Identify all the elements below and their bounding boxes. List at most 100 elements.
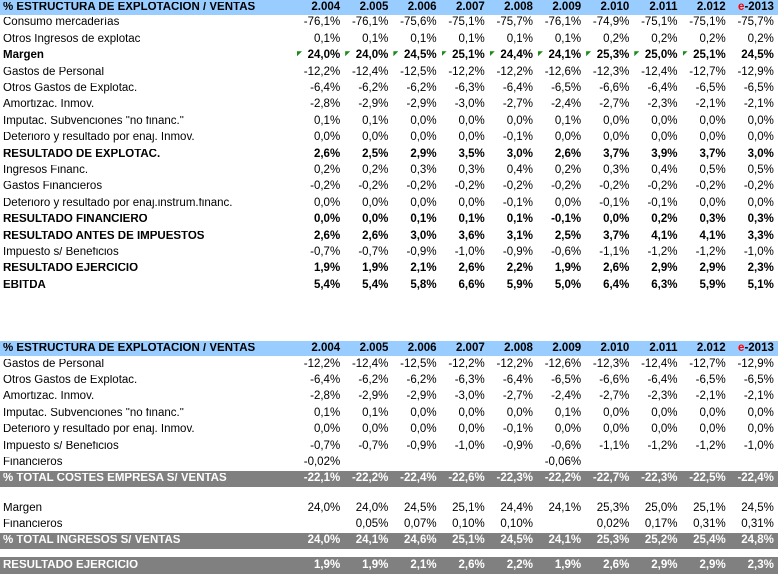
value-cell[interactable]: 3,0% <box>730 148 778 161</box>
value-cell[interactable]: -0,9% <box>489 440 537 453</box>
value-cell[interactable]: -75,7% <box>730 17 778 29</box>
value-cell[interactable]: -12,9% <box>730 358 778 371</box>
value-cell[interactable]: -0,2% <box>489 181 537 193</box>
value-cell[interactable]: -6,5% <box>537 82 585 95</box>
value-cell[interactable]: -2,7% <box>585 99 633 111</box>
value-cell[interactable]: -0,7% <box>296 246 344 259</box>
value-cell[interactable]: 0,0% <box>730 115 778 128</box>
row-label-cell[interactable]: Margen <box>3 502 42 514</box>
value-cell[interactable]: 0,5% <box>730 164 778 177</box>
value-cell[interactable]: -12,6% <box>537 358 585 371</box>
column-header-cell[interactable]: 2.006 <box>407 0 437 13</box>
value-cell[interactable]: 0,10% <box>441 518 489 531</box>
value-cell[interactable]: 2,6% <box>441 559 489 572</box>
value-cell[interactable]: 5,4% <box>344 279 392 292</box>
row-label-cell[interactable]: RESULTADO EJERCICIO <box>3 559 139 571</box>
value-cell[interactable]: 2,6% <box>344 230 392 243</box>
value-cell[interactable]: 3,6% <box>441 230 489 243</box>
value-cell[interactable]: -1,2% <box>633 440 681 453</box>
value-cell[interactable]: 2,3% <box>730 559 778 572</box>
value-cell[interactable]: -2,9% <box>392 99 440 111</box>
value-cell[interactable]: 0,0% <box>730 131 778 144</box>
column-header-cell[interactable]: 2.008 <box>504 341 533 354</box>
value-cell[interactable]: -0,1% <box>489 131 537 144</box>
value-cell[interactable]: 0,0% <box>537 131 585 144</box>
value-cell[interactable]: 0,0% <box>392 115 440 128</box>
row-label-cell[interactable]: Deterioro y resultado por enaj. Inmov. <box>3 424 195 436</box>
value-cell[interactable]: -12,6% <box>537 66 585 79</box>
value-cell[interactable]: 0,2% <box>344 164 392 177</box>
value-cell[interactable]: 3,3% <box>730 230 778 243</box>
value-cell[interactable]: -1,2% <box>633 246 681 259</box>
value-cell[interactable]: 0,0% <box>682 115 730 128</box>
value-cell[interactable]: 2,6% <box>585 263 633 275</box>
value-cell[interactable]: 6,3% <box>633 279 681 292</box>
table2-title[interactable]: % ESTRUCTURA DE EXPLOTACIÓN / VENTAS <box>3 342 256 354</box>
row-label-cell[interactable]: Gastos de Personal <box>3 358 105 370</box>
value-cell[interactable]: -6,6% <box>585 82 633 95</box>
column-header-cell[interactable]: 2.007 <box>455 0 485 13</box>
value-cell[interactable]: 2,5% <box>344 148 392 161</box>
value-cell[interactable]: 0,0% <box>537 197 585 210</box>
value-cell[interactable]: 1,9% <box>537 263 585 275</box>
value-cell[interactable]: 0,0% <box>633 131 681 144</box>
value-cell[interactable]: -75,1% <box>441 17 489 29</box>
row-label-cell[interactable]: Impuesto s/ Beneficios <box>3 440 119 452</box>
value-cell[interactable]: 2,6% <box>441 263 489 275</box>
value-cell[interactable]: 24,1% <box>537 49 585 62</box>
value-cell[interactable]: -1,2% <box>682 246 730 259</box>
value-cell[interactable]: 24,0% <box>296 535 344 547</box>
value-cell[interactable]: -6,5% <box>537 374 585 387</box>
value-cell[interactable]: 0,0% <box>344 423 392 436</box>
value-cell[interactable]: 0,0% <box>392 423 440 436</box>
value-cell[interactable]: 0,0% <box>489 407 537 420</box>
value-cell[interactable]: 24,6% <box>392 535 440 547</box>
value-cell[interactable]: -0,6% <box>537 246 585 259</box>
value-cell[interactable]: 1,9% <box>296 263 344 275</box>
value-cell[interactable]: 3,9% <box>633 148 681 161</box>
value-cell[interactable]: 6,4% <box>585 279 633 292</box>
row-label-cell[interactable]: Otros Ingresos de explotac <box>3 33 141 45</box>
value-cell[interactable]: 0,07% <box>392 518 440 531</box>
row-label-cell[interactable]: Deterioro y resultado por enaj.instrum.f… <box>3 197 233 209</box>
value-cell[interactable]: 25,1% <box>682 502 730 515</box>
value-cell[interactable]: 0,0% <box>633 407 681 420</box>
value-cell[interactable]: -6,4% <box>296 374 344 387</box>
value-cell[interactable]: 5,8% <box>392 279 440 292</box>
value-cell[interactable]: -1,0% <box>730 246 778 259</box>
value-cell[interactable]: -75,1% <box>633 17 681 29</box>
row-label-cell[interactable]: Otros Gastos de Explotac. <box>3 83 138 94</box>
value-cell[interactable]: 2,9% <box>633 559 681 572</box>
column-header-cell[interactable]: 2.009 <box>552 341 582 354</box>
row-label-cell[interactable]: RESULTADO EJERCICIO <box>3 263 139 275</box>
value-cell[interactable]: -3,0% <box>441 99 489 111</box>
value-cell[interactable]: 0,0% <box>441 131 489 144</box>
value-cell[interactable]: -22,5% <box>682 473 730 485</box>
value-cell[interactable]: 0,0% <box>344 213 392 226</box>
value-cell[interactable]: 2,9% <box>392 148 440 161</box>
value-cell[interactable]: 0,1% <box>441 33 489 46</box>
value-cell[interactable]: 2,5% <box>537 230 585 243</box>
value-cell[interactable]: 0,1% <box>489 33 537 46</box>
value-cell[interactable]: -12,2% <box>296 358 344 371</box>
value-cell[interactable]: -2,7% <box>585 391 633 403</box>
value-cell[interactable]: -1,1% <box>585 246 633 259</box>
value-cell[interactable]: 3,0% <box>489 148 537 161</box>
value-cell[interactable]: 24,0% <box>344 49 392 62</box>
value-cell[interactable]: -76,1% <box>344 17 392 29</box>
value-cell[interactable]: 5,4% <box>296 279 344 292</box>
value-cell[interactable]: 0,0% <box>392 197 440 210</box>
value-cell[interactable]: 0,0% <box>633 115 681 128</box>
value-cell[interactable]: 0,3% <box>730 213 778 226</box>
value-cell[interactable]: 24,4% <box>489 49 537 62</box>
value-cell[interactable]: 4,1% <box>682 230 730 243</box>
value-cell[interactable]: 0,1% <box>489 213 537 226</box>
value-cell[interactable]: -12,3% <box>585 66 633 79</box>
value-cell[interactable]: 5,9% <box>682 279 730 292</box>
value-cell[interactable]: 0,1% <box>296 115 344 128</box>
value-cell[interactable]: -22,2% <box>537 473 585 485</box>
value-cell[interactable]: 2,9% <box>682 559 730 572</box>
value-cell[interactable]: -12,7% <box>682 358 730 371</box>
value-cell[interactable]: -2,8% <box>296 99 344 111</box>
value-cell[interactable]: 24,0% <box>344 502 392 515</box>
